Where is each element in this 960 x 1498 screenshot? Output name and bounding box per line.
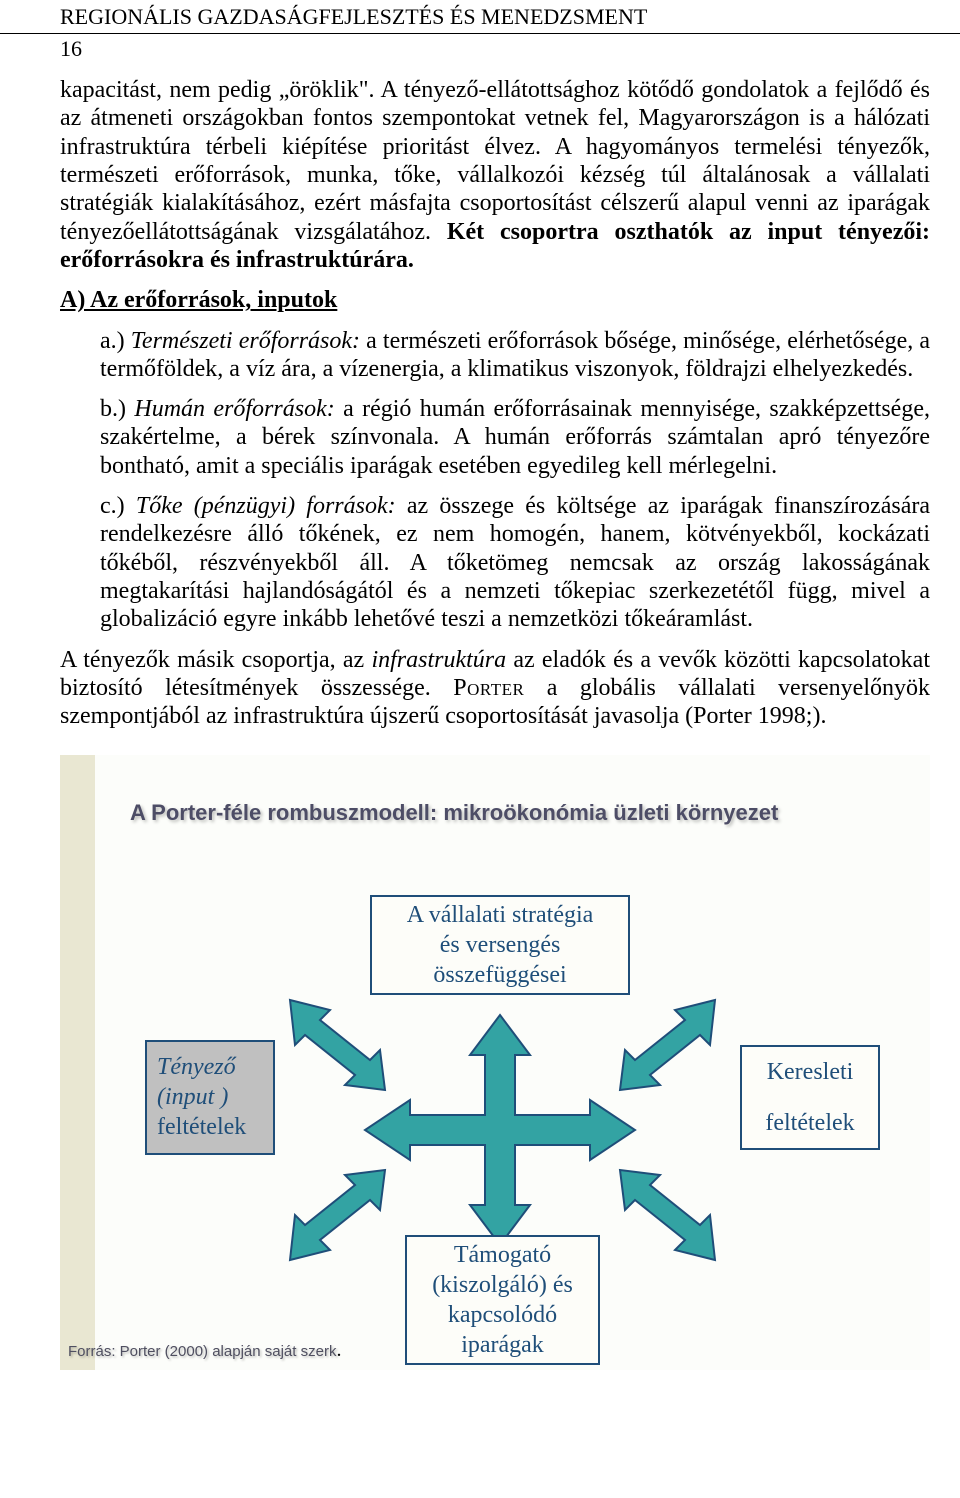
li-a-label: Természeti erőforrások: <box>131 328 360 354</box>
top-line3: összefüggései <box>433 960 566 990</box>
bottom-line2: (kiszolgáló) és <box>432 1270 573 1300</box>
section-a-heading: A) Az erőforrások, inputok <box>60 286 930 314</box>
list-item-b: b.) Humán erőforrások: a régió humán erő… <box>100 395 930 480</box>
top-line2: és versengés <box>440 930 561 960</box>
left-line2: (input ) <box>157 1082 228 1112</box>
paragraph-2: A tényezők másik csoportja, az infrastru… <box>60 646 930 731</box>
paragraph-1: kapacitást, nem pedig „öröklik". A ténye… <box>60 76 930 274</box>
page-number: 16 <box>0 34 960 64</box>
para2-a: A tényezők másik csoportja, az <box>60 647 371 673</box>
source-dot: . <box>336 1339 341 1361</box>
li-a-index: a.) <box>100 328 131 354</box>
li-b-label: Humán erőforrások: <box>134 396 334 422</box>
list-item-c: c.) Tőke (pénzügyi) források: az összege… <box>100 492 930 634</box>
list-item-a: a.) Természeti erőforrások: a természeti… <box>100 327 930 384</box>
diagram-box-left: Tényező (input ) feltételek <box>145 1040 275 1155</box>
doc-header: REGIONÁLIS GAZDASÁGFEJLESZTÉS ÉS MENEDZS… <box>0 0 960 34</box>
bottom-line1: Támogató <box>454 1240 551 1270</box>
left-line1: Tényező <box>157 1052 236 1082</box>
source-text: Forrás: Porter (2000) alapján saját szer… <box>68 1343 336 1360</box>
top-line1: A vállalati stratégia <box>407 900 594 930</box>
li-b-index: b.) <box>100 396 134 422</box>
para2-porter: Porter <box>453 675 524 701</box>
right-line1: Keresleti <box>767 1057 854 1087</box>
li-c-label: Tőke (pénzügyi) források: <box>136 493 396 519</box>
diagram-box-bottom: Támogató (kiszolgáló) és kapcsolódó ipar… <box>405 1235 600 1365</box>
diagram-box-right: Keresleti feltételek <box>740 1045 880 1150</box>
left-line3: feltételek <box>157 1112 246 1142</box>
bottom-line3: kapcsolódó <box>448 1300 557 1330</box>
li-c-index: c.) <box>100 493 136 519</box>
bottom-line4: iparágak <box>461 1330 544 1360</box>
diagram-source: Forrás: Porter (2000) alapján saját szer… <box>68 1339 341 1362</box>
body-text: kapacitást, nem pedig „öröklik". A ténye… <box>0 64 960 745</box>
diagram-box-top: A vállalati stratégia és versengés össze… <box>370 895 630 995</box>
para2-infra: infrastruktúra <box>371 647 506 673</box>
porter-diamond-diagram: A Porter-féle rombuszmodell: mikroökonóm… <box>60 755 930 1370</box>
right-line2: feltételek <box>765 1108 854 1138</box>
